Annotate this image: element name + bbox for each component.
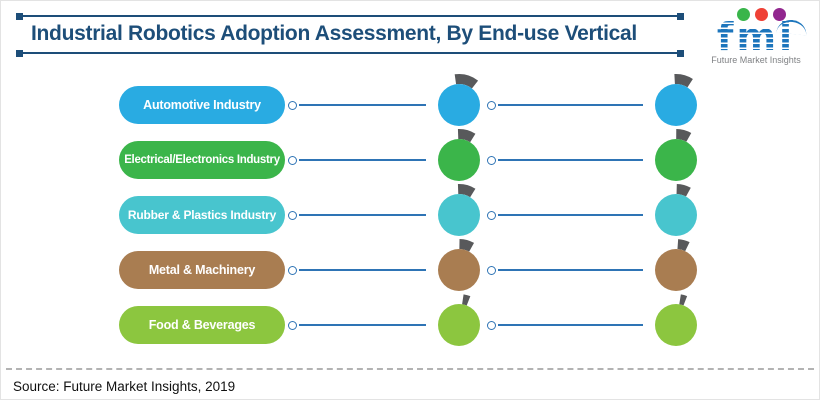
title-rule-top [16, 12, 684, 20]
category-pill: Metal & Machinery [119, 251, 285, 289]
source-divider [6, 368, 814, 370]
logo-leaf-dot-icon [737, 8, 750, 21]
connector-node-icon [487, 100, 496, 110]
gauge-icon [438, 239, 480, 291]
chart-row-automotive: Automotive Industry [1, 71, 819, 139]
connector-line [299, 269, 426, 271]
logo-person-dot-icon [755, 8, 768, 21]
gauge-icon [438, 294, 480, 346]
title-rule-bottom [16, 49, 684, 57]
connector-line [299, 159, 426, 161]
category-pill: Automotive Industry [119, 86, 285, 124]
category-pill: Rubber & Plastics Industry [119, 196, 285, 234]
connector-node-icon [487, 210, 496, 220]
logo-wordmark: fmi [697, 18, 815, 56]
fmi-logo: fmi Future Market Insights [697, 6, 815, 66]
source-note: Source: Future Market Insights, 2019 [13, 379, 236, 394]
gauge-icon [438, 184, 480, 236]
gauge-icon [438, 129, 480, 181]
connector-line [498, 104, 643, 106]
connector-node-icon [487, 265, 496, 275]
category-pill: Electrical/Electronics Industry [119, 141, 285, 179]
connector-node-icon [487, 320, 496, 330]
gauge-icon [655, 294, 697, 346]
logo-dots [737, 8, 786, 21]
gauge-icon [655, 129, 697, 181]
connector-line [299, 324, 426, 326]
connector-line [498, 214, 643, 216]
chart-row-food-beverages: Food & Beverages [1, 291, 819, 359]
logo-glass-dot-icon [773, 8, 786, 21]
connector-line [299, 104, 426, 106]
connector-node-icon [288, 155, 297, 165]
connector-line [299, 214, 426, 216]
gauge-icon [438, 74, 480, 126]
connector-node-icon [288, 210, 297, 220]
connector-node-icon [288, 100, 297, 110]
gauge-icon [655, 239, 697, 291]
gauge-icon [655, 184, 697, 236]
page-title: Industrial Robotics Adoption Assessment,… [31, 22, 637, 45]
connector-line [498, 269, 643, 271]
connector-node-icon [288, 265, 297, 275]
connector-line [498, 159, 643, 161]
chart-row-electronics: Electrical/Electronics Industry [1, 126, 819, 194]
chart-row-rubber-plastics: Rubber & Plastics Industry [1, 181, 819, 249]
category-pill: Food & Beverages [119, 306, 285, 344]
logo-tagline: Future Market Insights [711, 55, 801, 65]
connector-line [498, 324, 643, 326]
gauge-icon [655, 74, 697, 126]
connector-node-icon [487, 155, 496, 165]
chart-row-metal-machinery: Metal & Machinery [1, 236, 819, 304]
connector-node-icon [288, 320, 297, 330]
